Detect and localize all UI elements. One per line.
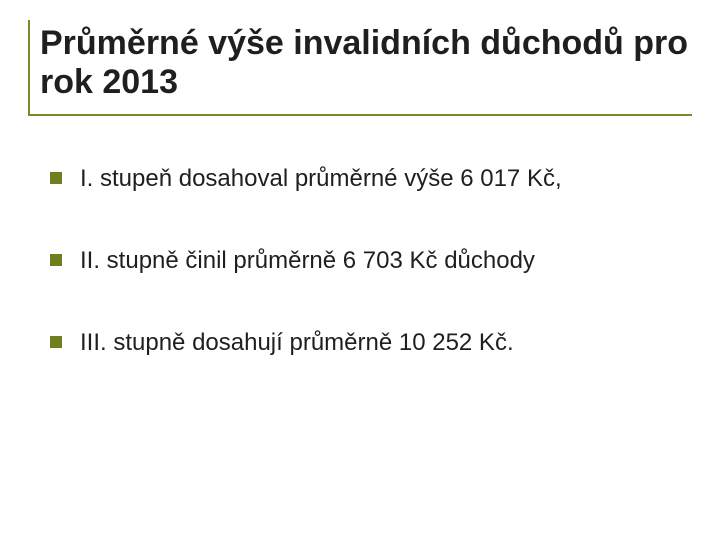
bullet-text: II. stupně činil průměrně 6 703 Kč důcho… [80,246,535,276]
square-bullet-icon [50,336,62,348]
bullet-text: III. stupně dosahují průměrně 10 252 Kč. [80,328,514,358]
slide: Průměrné výše invalidních důchodů pro ro… [0,0,720,540]
slide-title: Průměrné výše invalidních důchodů pro ro… [40,24,692,102]
title-block: Průměrné výše invalidních důchodů pro ro… [28,20,692,116]
list-item: I. stupeň dosahoval průměrné výše 6 017 … [50,164,692,194]
bullet-list: I. stupeň dosahoval průměrné výše 6 017 … [28,164,692,358]
list-item: III. stupně dosahují průměrně 10 252 Kč. [50,328,692,358]
bullet-text: I. stupeň dosahoval průměrné výše 6 017 … [80,164,562,194]
list-item: II. stupně činil průměrně 6 703 Kč důcho… [50,246,692,276]
square-bullet-icon [50,254,62,266]
square-bullet-icon [50,172,62,184]
